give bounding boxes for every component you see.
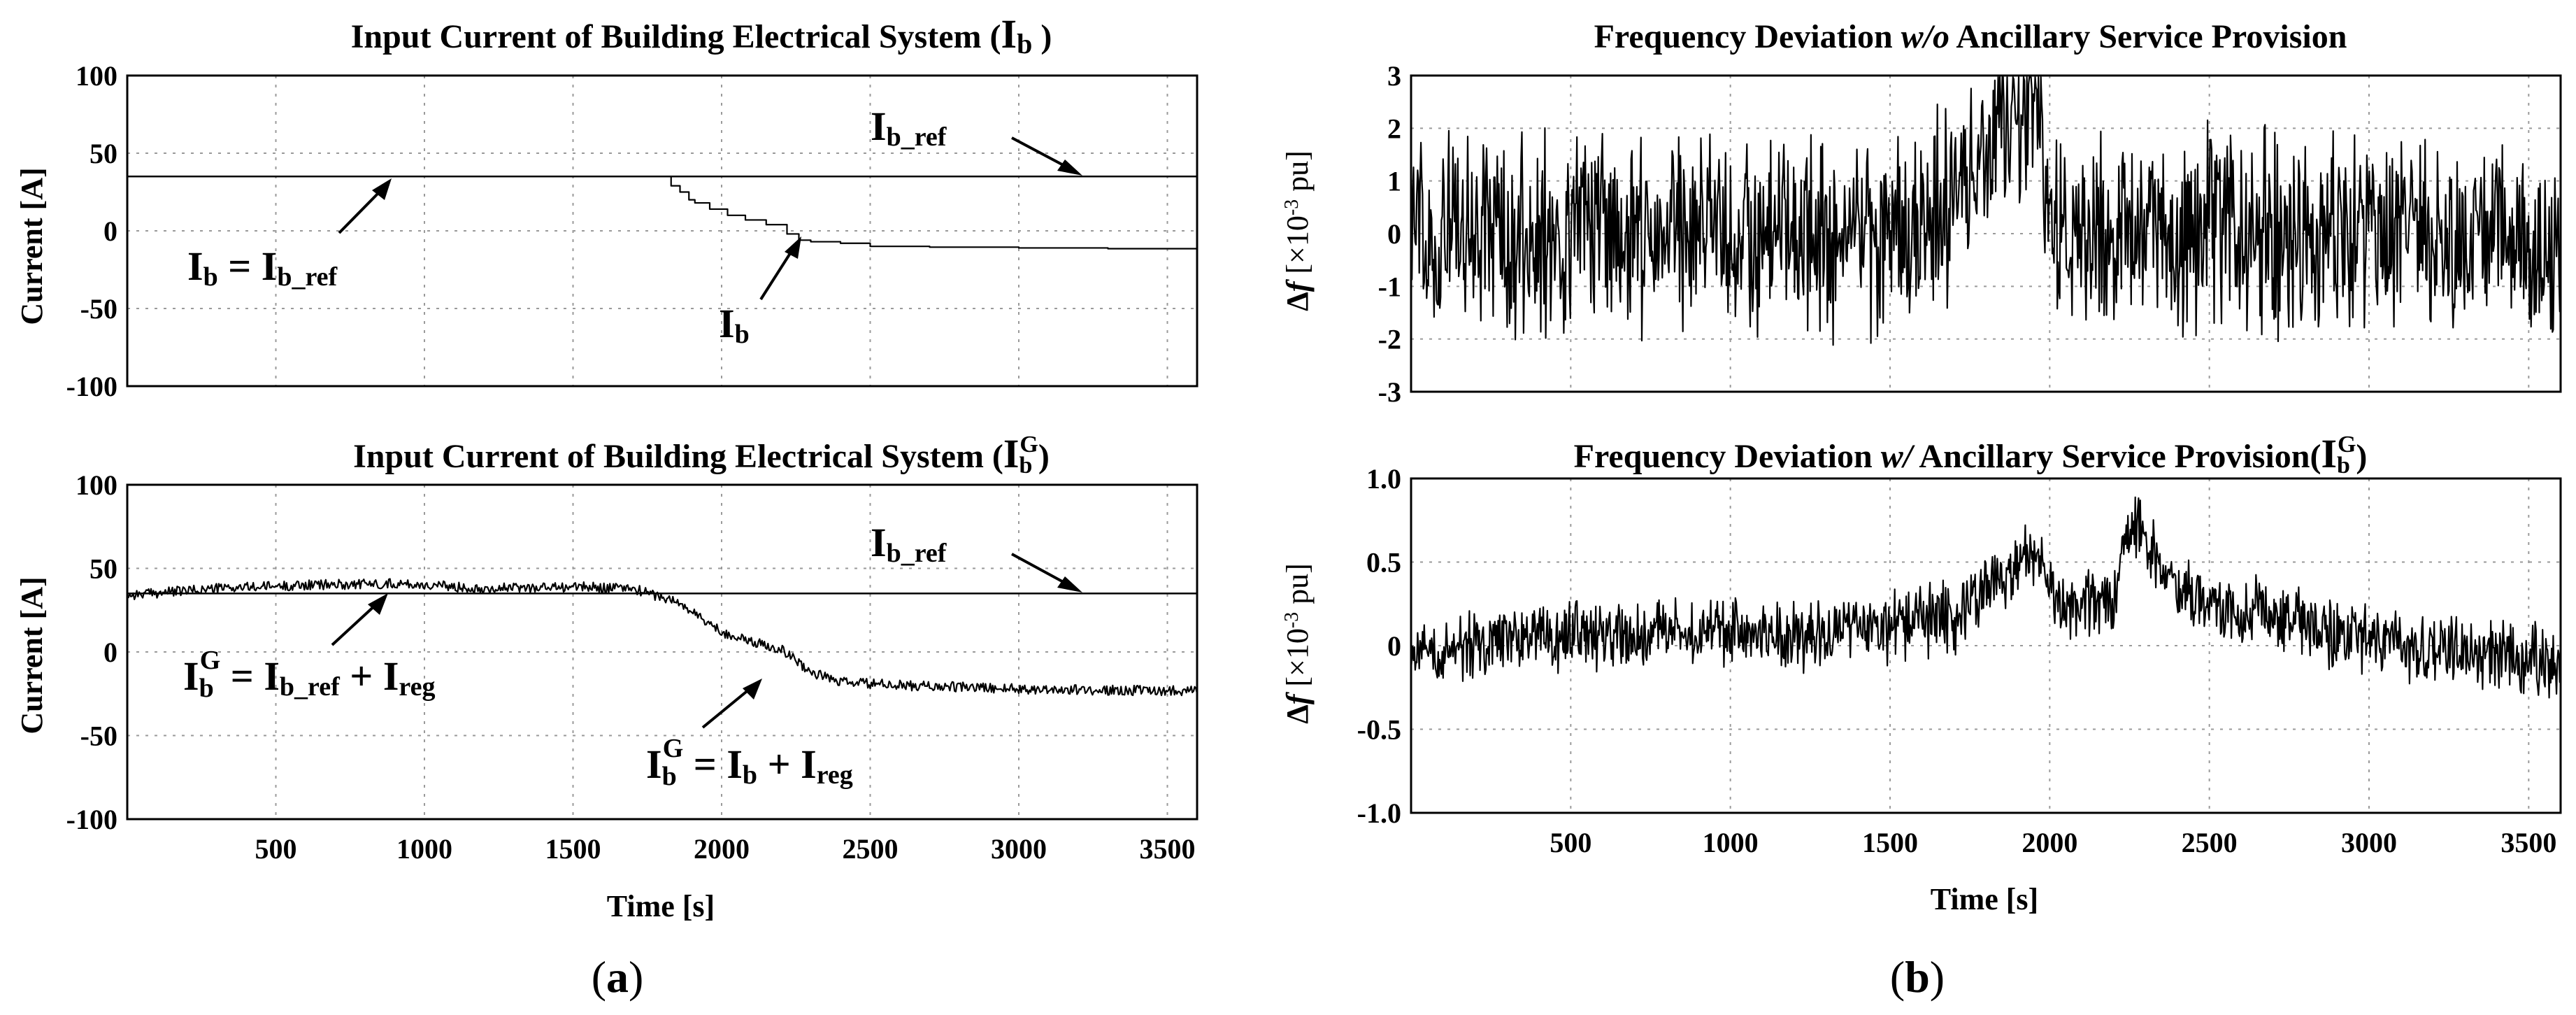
- chart-a-bottom-eq2-label: IbG = Ib + Ireg: [646, 734, 853, 791]
- chart-b-bottom-xtick-6: 3500: [2500, 827, 2556, 858]
- chart-a-bottom-xtick-5: 3000: [991, 833, 1047, 865]
- chart-a-bottom-eq2-arrow: [701, 688, 751, 729]
- chart-b-top-series-df: [1410, 76, 2562, 346]
- chart-b-top-ytick-6: -3: [1378, 376, 1401, 408]
- chart-a-bottom-frame: [126, 483, 1198, 821]
- chart-b-top-ylabel: Δf [×10-3 pu]: [1280, 150, 1315, 311]
- chart-a-bottom-xtick-1: 1000: [396, 833, 452, 865]
- chart-a-top-frame: [126, 74, 1198, 388]
- chart-a-bottom-eq1-arrow: [331, 603, 378, 646]
- chart-b-bottom-xlabel: Time [s]: [1931, 882, 2038, 916]
- chart-b-top-ytick-2: 1: [1387, 166, 1401, 197]
- chart-b-bottom-ytick-4: -1.0: [1357, 797, 1401, 829]
- chart-a-top-ibref-label: Ib_ref: [871, 104, 947, 152]
- chart-b-bottom-ytick-2: 0: [1387, 630, 1401, 662]
- chart-b-top-title: Frequency Deviation w/o Ancillary Servic…: [1594, 18, 2347, 55]
- chart-a-bottom-ytick-1: 50: [90, 553, 117, 585]
- chart-b-bottom-ytick-1: 0.5: [1366, 547, 1401, 579]
- chart-a-bottom-xtick-2: 1500: [545, 833, 601, 865]
- chart-b-bottom-xtick-3: 2000: [2022, 827, 2077, 858]
- chart-a-bottom-ytick-3: -50: [80, 721, 117, 752]
- chart-b-top-frame: [1410, 74, 2562, 393]
- chart-a-bottom-ibref-arrowhead: [1057, 576, 1082, 592]
- chart-a-bottom-eq1-arrowhead: [368, 593, 388, 615]
- chart-b-bottom-ytick-3: -0.5: [1357, 714, 1401, 746]
- chart-a-bottom-ytick-4: -100: [66, 804, 117, 835]
- chart-a-top-ibref-arrowhead: [1057, 159, 1082, 176]
- chart-a-bottom-ibref-label: Ib_ref: [871, 520, 947, 568]
- chart-a-top-ib-label: Ib: [719, 301, 750, 349]
- chart-a-top-series-ib: [127, 176, 1198, 250]
- chart-b-bottom-frame: [1410, 477, 2562, 814]
- chart-a-bottom-ibref-arrow: [1011, 553, 1069, 586]
- chart-b-bottom-xtick-5: 3000: [2341, 827, 2397, 858]
- chart-b-bottom-title: Frequency Deviation w/ Ancillary Service…: [1574, 431, 2368, 478]
- chart-a-top-ytick-3: -50: [80, 293, 117, 325]
- chart-b-bottom-series-df: [1410, 496, 2562, 699]
- chart-a-top-ytick-0: 100: [76, 60, 117, 92]
- chart-a-top-eq-arrowhead: [372, 178, 392, 200]
- chart-a-top-eq-label: Ib = Ib_ref: [187, 243, 338, 292]
- chart-b-bottom-ytick-0: 1.0: [1366, 463, 1401, 495]
- chart-a-top-ibref-arrow: [1011, 136, 1069, 169]
- chart-b-bottom-ylabel: Δf [×10-3 pu]: [1280, 563, 1315, 724]
- chart-b-bottom-xtick-0: 500: [1550, 827, 1591, 858]
- panel-label-a: (a): [592, 952, 644, 1002]
- chart-a-bottom-xtick-4: 2500: [843, 833, 899, 865]
- chart-a-top-ytick-1: 50: [90, 138, 117, 169]
- chart-a-bottom-eq2-arrowhead: [743, 679, 762, 700]
- chart-a-bottom-series-ibg: [127, 578, 1198, 697]
- chart-a-top-eq-arrow: [338, 189, 382, 234]
- chart-b-bottom: Frequency Deviation w/ Ancillary Service…: [1280, 431, 2562, 916]
- chart-a-top-ib-arrow: [759, 248, 794, 301]
- chart-b-top-ytick-4: -1: [1378, 271, 1401, 302]
- chart-a-bottom-ylabel: Current [A]: [15, 576, 49, 734]
- chart-a-bottom: Input Current of Building Electrical Sys…: [15, 431, 1198, 923]
- chart-a-bottom-xtick-6: 3500: [1140, 833, 1196, 865]
- chart-b-bottom-xtick-4: 2500: [2182, 827, 2238, 858]
- chart-a-bottom-eq1-label: IbG = Ib_ref + Ireg: [183, 646, 435, 703]
- chart-a-top-ylabel: Current [A]: [15, 167, 49, 325]
- chart-a-top-ytick-2: 0: [103, 215, 117, 247]
- chart-a-bottom-ytick-2: 0: [103, 637, 117, 668]
- chart-b-bottom-xtick-1: 1000: [1703, 827, 1759, 858]
- chart-b-top: Frequency Deviation w/o Ancillary Servic…: [1280, 18, 2562, 408]
- chart-a-bottom-title: Input Current of Building Electrical Sys…: [353, 431, 1050, 478]
- chart-a-top-ytick-4: -100: [66, 371, 117, 402]
- chart-a-top-ib-arrowhead: [785, 236, 801, 259]
- chart-a-bottom-xtick-0: 500: [255, 833, 297, 865]
- chart-a-top-title: Input Current of Building Electrical Sys…: [351, 11, 1052, 59]
- chart-a-bottom-ytick-0: 100: [76, 469, 117, 501]
- panel-label-b: (b): [1890, 952, 1945, 1002]
- chart-b-top-ytick-5: -2: [1378, 324, 1401, 355]
- chart-a-top: Input Current of Building Electrical Sys…: [15, 11, 1198, 402]
- chart-b-top-ytick-0: 3: [1387, 60, 1401, 92]
- chart-b-bottom-xtick-2: 1500: [1862, 827, 1918, 858]
- chart-b-top-ytick-3: 0: [1387, 218, 1401, 250]
- chart-a-bottom-xtick-3: 2000: [694, 833, 750, 865]
- chart-a-bottom-xlabel: Time [s]: [607, 889, 715, 923]
- chart-b-top-ytick-1: 2: [1387, 113, 1401, 144]
